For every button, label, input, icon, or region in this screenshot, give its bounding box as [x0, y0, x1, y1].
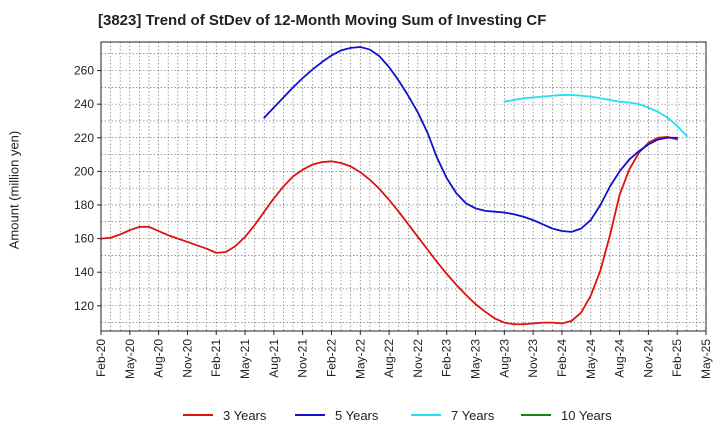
- legend-label: 10 Years: [561, 408, 612, 423]
- x-tick-label: May-21: [238, 339, 252, 379]
- legend-label: 7 Years: [451, 408, 495, 423]
- x-tick-label: Aug-21: [267, 339, 281, 378]
- y-tick-label: 180: [74, 198, 94, 212]
- x-tick-labels: Feb-20 May-20 Aug-20 Nov-20 Feb-21 May-21 Aug-…: [94, 331, 713, 379]
- y-tick-label: 260: [74, 64, 94, 78]
- x-tick-label: May-23: [469, 339, 483, 379]
- series-line-7-years: [503, 94, 688, 137]
- x-tick-label: May-22: [353, 339, 367, 379]
- x-tick-label: Aug-20: [152, 339, 166, 378]
- chart-title: [3823] Trend of StDev of 12-Month Moving…: [98, 12, 547, 29]
- legend: 3 Years 5 Years 7 Years 10 Years: [183, 408, 612, 423]
- x-tick-label: Feb-24: [555, 339, 569, 377]
- x-tick-label: May-20: [123, 339, 137, 379]
- series-line-5-years: [263, 46, 679, 233]
- plot-frame: [100, 41, 707, 332]
- x-tick-label: Nov-20: [180, 339, 194, 378]
- x-tick-label: May-24: [584, 339, 598, 379]
- series-line-3-years: [100, 136, 679, 326]
- y-tick-label: 120: [74, 299, 94, 313]
- x-tick-label: Feb-21: [209, 339, 223, 377]
- x-tick-label: Aug-22: [382, 339, 396, 378]
- grid-layer: [101, 42, 706, 331]
- x-tick-label: Aug-23: [497, 339, 511, 378]
- x-tick-label: Nov-23: [526, 339, 540, 378]
- x-tick-label: Nov-21: [296, 339, 310, 378]
- x-tick-label: Nov-24: [641, 339, 655, 378]
- y-tick-labels: 120 140 160 180 200 220 240 260: [74, 64, 101, 313]
- x-tick-label: Feb-22: [324, 339, 338, 377]
- y-tick-label: 220: [74, 131, 94, 145]
- series-layer: [100, 46, 688, 326]
- x-tick-label: May-25: [699, 339, 713, 379]
- x-tick-label: Feb-23: [440, 339, 454, 377]
- legend-label: 3 Years: [223, 408, 267, 423]
- y-tick-label: 240: [74, 97, 94, 111]
- x-tick-label: Aug-24: [613, 339, 627, 378]
- x-tick-label: Nov-22: [411, 339, 425, 378]
- x-tick-label: Feb-20: [94, 339, 108, 377]
- y-tick-label: 200: [74, 164, 94, 178]
- x-tick-label: Feb-25: [670, 339, 684, 377]
- legend-label: 5 Years: [335, 408, 379, 423]
- y-tick-label: 140: [74, 265, 94, 279]
- y-tick-label: 160: [74, 232, 94, 246]
